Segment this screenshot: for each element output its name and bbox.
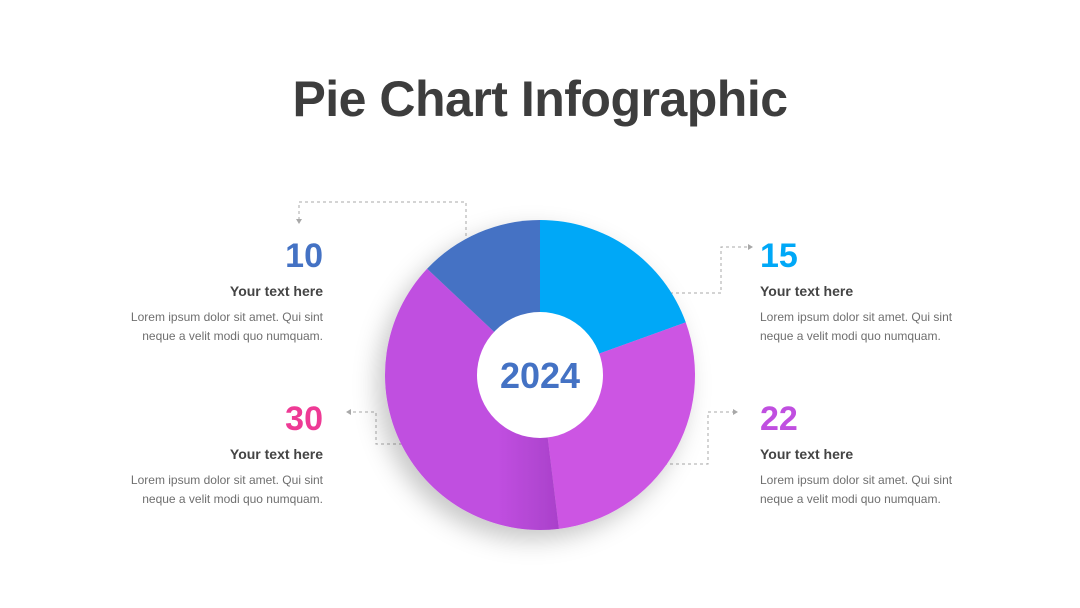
connector-22 <box>634 411 733 465</box>
desc-line-1: Lorem ipsum dolor sit amet. Qui sint <box>130 473 323 487</box>
page-title: Pie Chart Infographic <box>292 71 788 127</box>
desc-line-1: Lorem ipsum dolor sit amet. Qui sint <box>130 310 323 324</box>
info-value: 22 <box>760 400 798 438</box>
info-description: Lorem ipsum dolor sit amet. Qui sint neq… <box>760 308 960 346</box>
desc-line-2: neque a velit modi quo numquam. <box>142 492 323 506</box>
info-block-30: 30 Your text here Lorem ipsum dolor sit … <box>123 399 323 509</box>
pie-center-hole <box>477 312 603 438</box>
info-description: Lorem ipsum dolor sit amet. Qui sint neq… <box>123 471 323 509</box>
connector-15 <box>634 246 748 294</box>
desc-line-1: Lorem ipsum dolor sit amet. Qui sint <box>760 310 953 324</box>
desc-line-1: Lorem ipsum dolor sit amet. Qui sint <box>760 473 953 487</box>
info-value: 30 <box>285 400 323 438</box>
info-heading: Your text here <box>760 283 854 299</box>
info-heading: Your text here <box>229 446 323 462</box>
desc-line-2: neque a velit modi quo numquam. <box>760 492 941 506</box>
info-description: Lorem ipsum dolor sit amet. Qui sint neq… <box>760 471 960 509</box>
info-heading: Your text here <box>760 446 854 462</box>
arrow-22 <box>733 409 738 415</box>
info-description: Lorem ipsum dolor sit amet. Qui sint neq… <box>123 308 323 346</box>
info-value: 15 <box>760 237 798 275</box>
desc-line-2: neque a velit modi quo numquam. <box>142 329 323 343</box>
arrow-30 <box>346 409 351 415</box>
info-block-15: 15 Your text here Lorem ipsum dolor sit … <box>760 236 960 346</box>
info-block-10: 10 Your text here Lorem ipsum dolor sit … <box>123 236 323 346</box>
info-heading: Your text here <box>229 283 323 299</box>
info-value: 10 <box>285 237 323 275</box>
center-year-label: 2024 <box>500 355 580 396</box>
arrow-15 <box>748 244 753 250</box>
info-block-22: 22 Your text here Lorem ipsum dolor sit … <box>760 399 960 509</box>
pie-slice-shade <box>385 268 559 530</box>
desc-line-2: neque a velit modi quo numquam. <box>760 329 941 343</box>
arrow-10 <box>296 219 302 224</box>
